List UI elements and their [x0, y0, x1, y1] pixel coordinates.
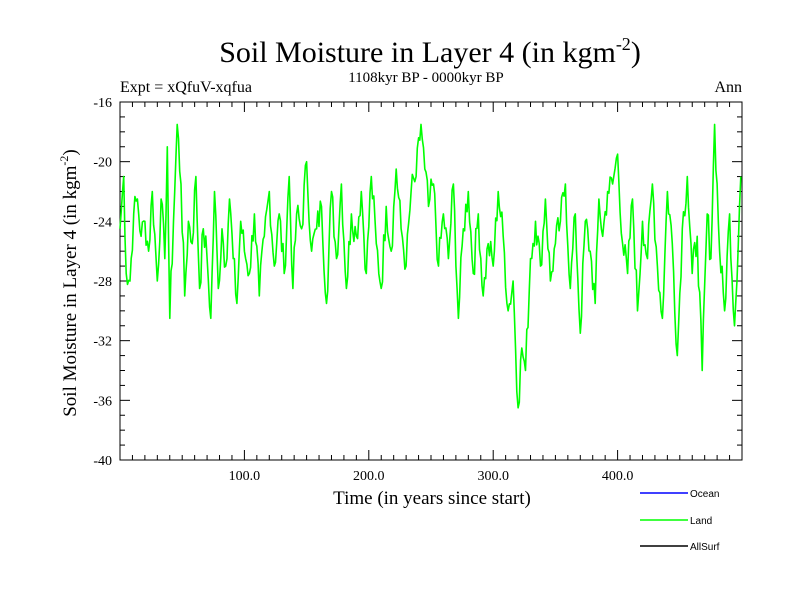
x-tick-label: 100.0 — [229, 469, 261, 484]
legend-label-ocean: Ocean — [690, 489, 719, 500]
plot-frame — [119, 101, 743, 461]
experiment-label: Expt = xQfuV-xqfua — [120, 79, 252, 96]
y-tick-label: -36 — [93, 394, 112, 409]
y-axis-label-close: ) — [60, 149, 81, 155]
x-tick-label: 300.0 — [477, 469, 509, 484]
y-tick-label: -32 — [93, 335, 112, 350]
x-tick-label: 400.0 — [602, 469, 634, 484]
y-tick-label: -20 — [93, 156, 112, 171]
chart-title: Soil Moisture in Layer 4 (in kgm-2) — [219, 34, 641, 69]
period-label: Ann — [714, 79, 742, 96]
y-axis-label-sup: -2 — [57, 156, 71, 166]
chart-subtitle: 1108kyr BP - 0000kyr BP — [348, 70, 504, 86]
y-tick-label: -28 — [93, 275, 112, 290]
y-tick-label: -24 — [93, 215, 112, 230]
legend-label-land: Land — [690, 516, 712, 527]
x-axis-label: Time (in years since start) — [333, 488, 531, 509]
series-line-land — [119, 123, 742, 409]
legend-label-allsurf: AllSurf — [690, 542, 720, 553]
chart-title-close: ) — [631, 36, 641, 69]
chart-title-sup: -2 — [616, 34, 631, 54]
y-tick-label: -40 — [93, 454, 112, 469]
y-axis-label: Soil Moisture in Layer 4 (in kgm-2) — [57, 149, 81, 417]
y-axis: -16 -20 -24 -28 -32 -36 -40 — [93, 96, 742, 469]
x-axis: 100.0 200.0 300.0 400.0 — [131, 102, 731, 484]
x-tick-label: 200.0 — [353, 469, 385, 484]
legend: Ocean Land AllSurf — [640, 489, 720, 553]
y-tick-label: -16 — [93, 96, 112, 111]
series-layer — [119, 123, 742, 409]
